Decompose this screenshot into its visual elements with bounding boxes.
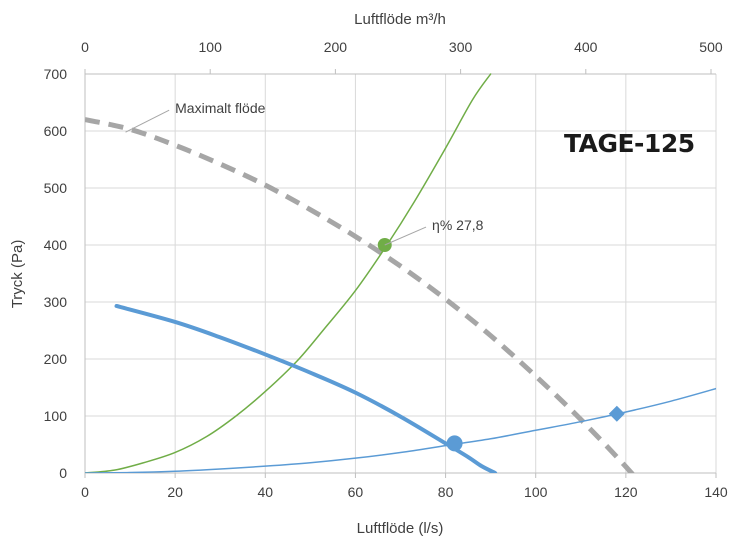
operating-point-diamond: [608, 405, 625, 422]
series: [85, 73, 716, 473]
x-tick-label: 140: [704, 484, 728, 500]
x-axis-title: Luftflöde (l/s): [357, 520, 444, 537]
x2-tick-label: 100: [199, 39, 223, 55]
grid: [85, 73, 717, 473]
x-tick-label: 20: [167, 484, 183, 500]
annotation-leader: [384, 226, 427, 246]
x-tick-label: 0: [81, 484, 89, 500]
annotation-leader: [125, 109, 170, 133]
x2-axis-title: Luftflöde m³/h: [354, 11, 446, 28]
x2-tick-label: 0: [81, 39, 89, 55]
max-flow-curve: [85, 117, 635, 473]
x-tick-label: 120: [614, 484, 638, 500]
y-tick-label: 500: [44, 180, 68, 196]
x2-tick-label: 400: [574, 39, 598, 55]
fan-curve: [114, 303, 498, 473]
x2-tick-label: 200: [324, 39, 348, 55]
system-curve-green: [85, 73, 492, 473]
x2-tick-label: 300: [449, 39, 473, 55]
x-tick-label: 80: [438, 484, 454, 500]
annotation-label: Maximalt flöde: [175, 100, 265, 116]
operating-point-marker: [446, 435, 463, 452]
x-tick-label: 40: [257, 484, 273, 500]
y-tick-label: 600: [44, 123, 68, 139]
labels: Luftflöde (l/s) Luftflöde m³/h Tryck (Pa…: [9, 11, 695, 537]
model-label: TAGE-125: [564, 129, 695, 158]
y-tick-label: 200: [44, 351, 68, 367]
y-tick-label: 100: [44, 408, 68, 424]
y-tick-label: 400: [44, 237, 68, 253]
y-tick-label: 700: [44, 66, 68, 82]
y-tick-label: 0: [59, 465, 67, 481]
x2-tick-label: 500: [699, 39, 723, 55]
x-tick-label: 100: [524, 484, 548, 500]
x-tick-label: 60: [348, 484, 364, 500]
y-axis-title: Tryck (Pa): [9, 240, 26, 309]
annotation-label: η% 27,8: [432, 217, 484, 233]
y-tick-label: 300: [44, 294, 68, 310]
axes: 0 20 40 60 80 100 120 140 0 100 200 300 400 500 0 100 20…: [44, 39, 728, 500]
markers: [377, 238, 625, 452]
